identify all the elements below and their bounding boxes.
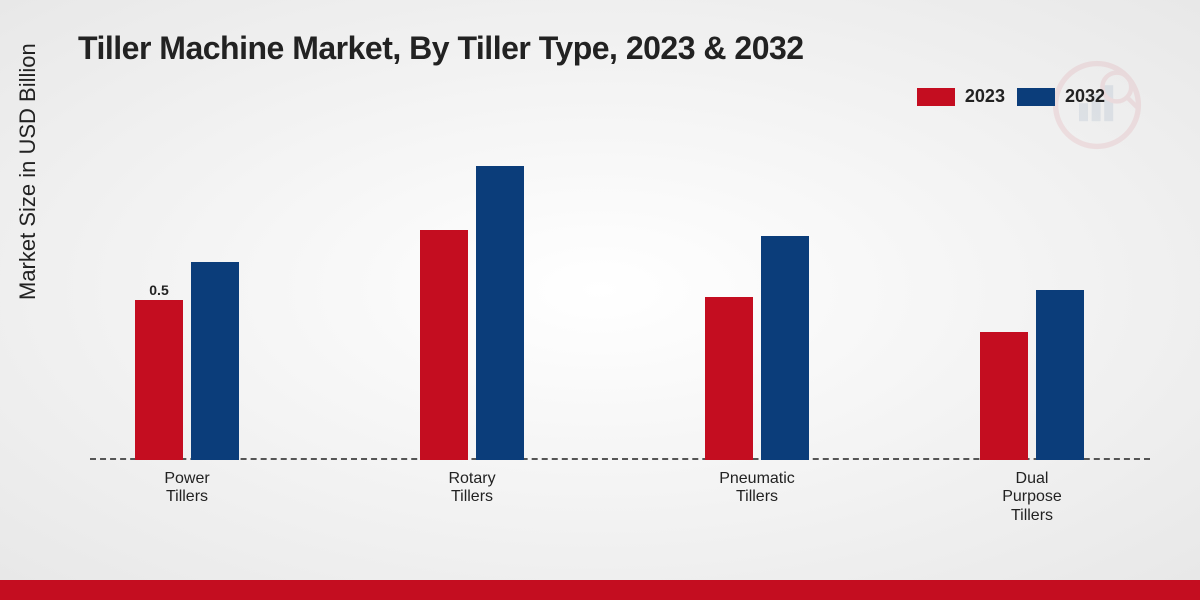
legend-swatch-2032 [1017,88,1055,106]
y-axis-label: Market Size in USD Billion [15,43,41,300]
x-axis-category-label: Power Tillers [164,460,209,507]
bar [420,230,468,460]
bar [1036,290,1084,460]
bar [705,297,753,460]
legend-label-2032: 2032 [1065,86,1105,107]
bar-group: 0.5Power Tillers [135,262,239,460]
x-axis-category-label: Dual Purpose Tillers [1002,460,1062,525]
x-axis-category-label: Pneumatic Tillers [719,460,795,507]
legend: 2023 2032 [917,86,1105,107]
legend-item-2032: 2032 [1017,86,1105,107]
chart-container: Tiller Machine Market, By Tiller Type, 2… [0,0,1200,580]
bar [135,300,183,460]
bar-group: Rotary Tillers [420,166,524,460]
legend-swatch-2023 [917,88,955,106]
legend-label-2023: 2023 [965,86,1005,107]
bar-value-label: 0.5 [135,282,183,298]
bar [761,236,809,460]
chart-title: Tiller Machine Market, By Tiller Type, 2… [78,30,804,67]
bar-group: Dual Purpose Tillers [980,290,1084,460]
bottom-accent-bar [0,580,1200,600]
bar [476,166,524,460]
x-axis-category-label: Rotary Tillers [448,460,495,507]
bar-group: Pneumatic Tillers [705,236,809,460]
legend-item-2023: 2023 [917,86,1005,107]
plot-area: 0.5Power Tillers Rotary Tillers Pneumatic … [90,140,1150,460]
bar [980,332,1028,460]
bar [191,262,239,460]
